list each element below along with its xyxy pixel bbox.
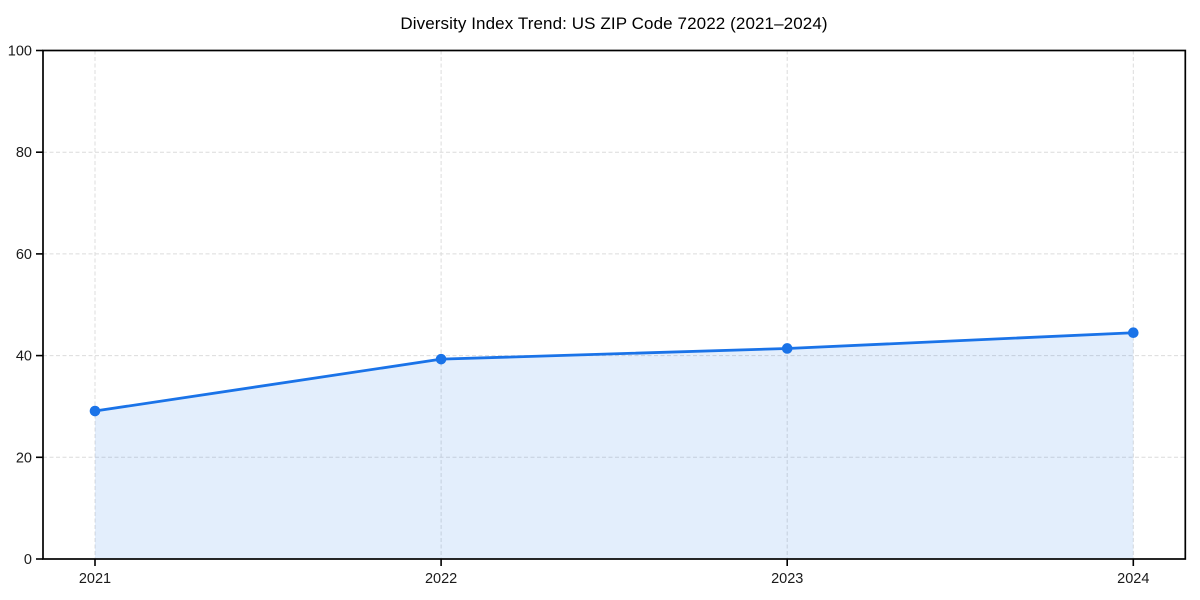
trend-line: [93, 331, 1135, 413]
x-tick-label: 2024: [1117, 571, 1149, 587]
data-point-2021: [89, 405, 101, 417]
x-tick-label: 2022: [425, 571, 457, 587]
y-tick-label: 80: [16, 145, 32, 161]
y-tick-label: 0: [24, 552, 32, 568]
data-point-2022: [435, 353, 447, 365]
y-tick-label: 60: [16, 247, 32, 263]
data-point-2023: [781, 343, 793, 354]
plot-border: [42, 49, 1187, 560]
y-tick-label: 40: [16, 349, 32, 365]
x-tick-label: 2021: [79, 571, 111, 587]
y-tick-label: 100: [8, 44, 32, 60]
data-point-2024: [1128, 327, 1139, 339]
chart-title: Diversity Index Trend: US ZIP Code 72022…: [400, 14, 828, 33]
y-tick-label: 20: [16, 450, 32, 466]
area-fill: [95, 332, 1134, 559]
x-tick-label: 2023: [771, 571, 803, 587]
